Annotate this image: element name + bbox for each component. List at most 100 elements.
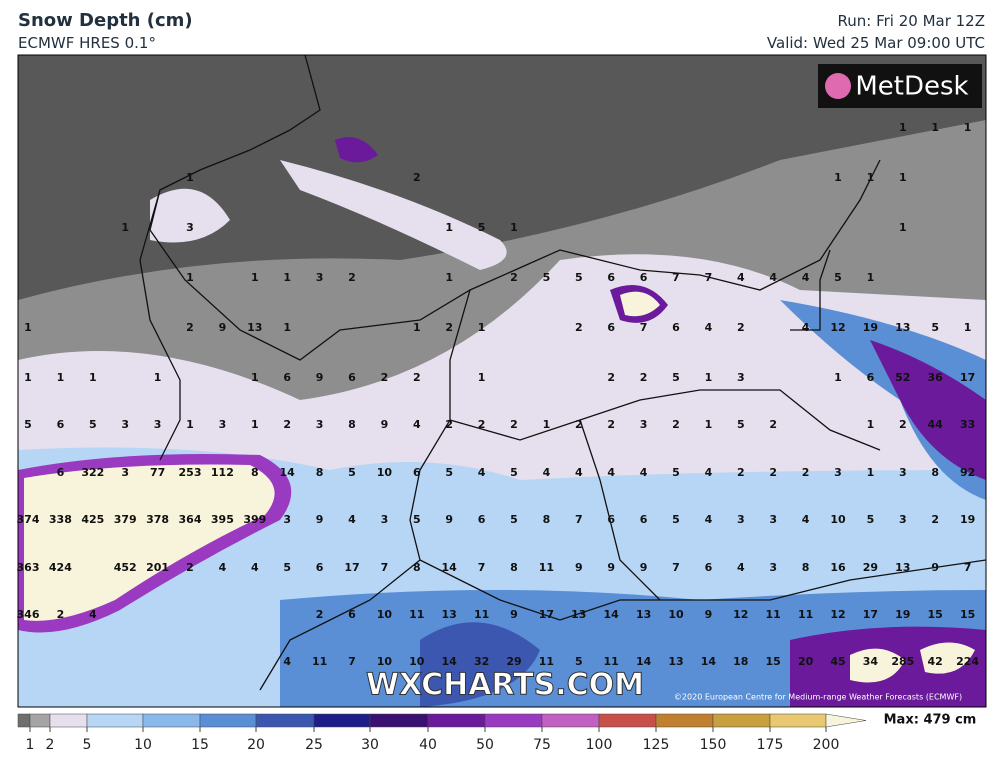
- snow-depth-label: 338: [49, 513, 72, 526]
- colorbar-bin: [655, 713, 714, 728]
- snow-depth-label: 12: [733, 608, 748, 621]
- snow-depth-label: 3: [121, 466, 129, 479]
- colorbar-label: 1: [26, 737, 35, 753]
- snow-depth-label: 4: [769, 271, 777, 284]
- snow-depth-label: 4: [478, 466, 486, 479]
- snow-depth-label: 1: [899, 121, 907, 134]
- snow-depth-label: 2: [478, 418, 486, 431]
- snow-depth-label: 17: [539, 608, 554, 621]
- colorbar-label: 5: [83, 737, 92, 753]
- snow-depth-label: 9: [381, 418, 389, 431]
- colorbar-bin: [484, 713, 543, 728]
- snow-depth-label: 3: [316, 271, 324, 284]
- snow-depth-label: 8: [251, 466, 259, 479]
- snow-depth-label: 11: [474, 608, 489, 621]
- colorbar-bin: [255, 713, 315, 728]
- snow-depth-label: 14: [442, 561, 458, 574]
- colorbar-label: 10: [134, 737, 152, 753]
- snow-depth-label: 3: [381, 513, 389, 526]
- snow-depth-label: 13: [895, 321, 910, 334]
- colorbar: 1 2 5 10 15 20 25 30 40 50 75 100 125 150 175 200: [17, 713, 867, 753]
- snow-depth-label: 9: [640, 561, 648, 574]
- snow-depth-label: 6: [640, 271, 648, 284]
- map-shading: [18, 55, 986, 707]
- snow-depth-label: 6: [640, 513, 648, 526]
- snow-depth-label: 1: [478, 321, 486, 334]
- snow-depth-label: 11: [312, 655, 327, 668]
- snow-depth-label: 6: [348, 608, 356, 621]
- snow-depth-label: 4: [413, 418, 421, 431]
- snow-depth-label: 2: [575, 321, 583, 334]
- snow-depth-label: 425: [81, 513, 104, 526]
- snow-depth-label: 2: [737, 321, 745, 334]
- snow-depth-label: 11: [798, 608, 813, 621]
- snow-depth-label: 6: [413, 466, 421, 479]
- snow-depth-label: 4: [575, 466, 583, 479]
- snow-depth-label: 5: [413, 513, 421, 526]
- snow-depth-label: 1: [121, 221, 129, 234]
- snow-depth-label: 17: [960, 371, 975, 384]
- snow-depth-label: 1: [186, 271, 194, 284]
- snow-depth-label: 1: [964, 121, 972, 134]
- snow-depth-label: 3: [737, 513, 745, 526]
- snow-depth-label: 11: [539, 561, 554, 574]
- snow-depth-label: 1: [867, 466, 875, 479]
- colorbar-bin: [769, 713, 827, 728]
- snow-depth-label: 4: [705, 466, 713, 479]
- colorbar-bin: [313, 713, 371, 728]
- snow-depth-label: 4: [802, 321, 810, 334]
- snow-depth-label: 11: [409, 608, 424, 621]
- snow-depth-label: 4: [219, 561, 227, 574]
- snow-depth-label: 45: [830, 655, 845, 668]
- colorbar-label: 15: [191, 737, 209, 753]
- snow-depth-label: 8: [510, 561, 518, 574]
- snow-depth-label: 17: [344, 561, 359, 574]
- snow-depth-label: 363: [17, 561, 40, 574]
- snow-depth-label: 3: [640, 418, 648, 431]
- snow-depth-label: 4: [283, 655, 291, 668]
- values: 1 1 11 2 1 1 11 3 1 5 1 11 1 1 3 2 1 2 5 5 6 6 7 7 4 4 4 5 11 2 9 13 1 1 2…: [17, 121, 980, 668]
- snow-depth-label: 1: [413, 321, 421, 334]
- snow-depth-label: 2: [186, 561, 194, 574]
- snow-depth-label: 1: [478, 371, 486, 384]
- snow-depth-label: 19: [960, 513, 975, 526]
- snow-depth-label: 2: [899, 418, 907, 431]
- snow-depth-label: 2: [672, 418, 680, 431]
- snow-depth-label: 5: [834, 271, 842, 284]
- snow-depth-label: 1: [251, 371, 259, 384]
- snow-depth-label: 2: [607, 418, 615, 431]
- snow-depth-label: 5: [510, 513, 518, 526]
- snow-depth-label: 3: [769, 561, 777, 574]
- snow-depth-label: 4: [251, 561, 259, 574]
- snow-depth-label: 9: [445, 513, 453, 526]
- snow-depth-label: 4: [89, 608, 97, 621]
- snow-depth-label: 10: [377, 655, 393, 668]
- snow-depth-label: 10: [377, 466, 393, 479]
- snow-depth-label: 6: [316, 561, 324, 574]
- snow-depth-label: 1: [283, 321, 291, 334]
- snow-depth-label: 13: [668, 655, 683, 668]
- colorbar-bin: [29, 713, 51, 728]
- snow-depth-label: 1: [867, 418, 875, 431]
- snow-depth-label: 7: [964, 561, 972, 574]
- snow-depth-label: 1: [705, 371, 713, 384]
- snow-depth-label: 5: [445, 466, 453, 479]
- snow-depth-label: 253: [179, 466, 202, 479]
- snow-depth-label: 2: [186, 321, 194, 334]
- snow-depth-label: 2: [769, 466, 777, 479]
- snow-depth-label: 1: [251, 271, 259, 284]
- snow-depth-label: 1: [445, 271, 453, 284]
- snow-depth-label: 4: [640, 466, 648, 479]
- snow-depth-label: 4: [348, 513, 356, 526]
- model: ECMWF HRES 0.1°: [18, 34, 156, 52]
- snow-depth-label: 4: [607, 466, 615, 479]
- snow-depth-label: 14: [442, 655, 458, 668]
- snow-depth-label: 29: [506, 655, 521, 668]
- snow-depth-label: 14: [701, 655, 717, 668]
- snow-depth-label: 1: [543, 418, 551, 431]
- snow-depth-label: 11: [604, 655, 619, 668]
- snow-depth-label: 4: [802, 271, 810, 284]
- snow-depth-label: 6: [607, 321, 615, 334]
- snow-depth-label: 3: [769, 513, 777, 526]
